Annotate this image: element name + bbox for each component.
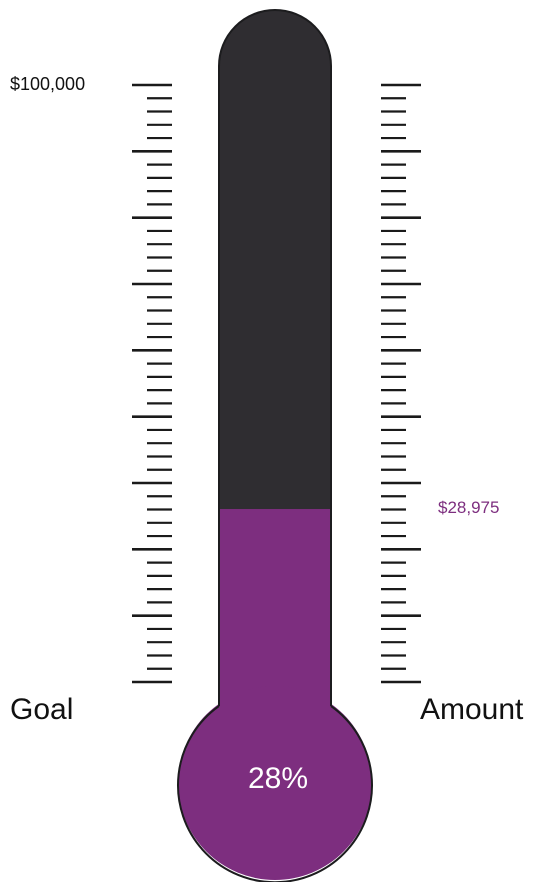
thermometer-bulb xyxy=(178,686,372,880)
goal-label: Goal xyxy=(10,693,74,726)
thermometer-fill xyxy=(219,509,331,706)
percent-label: 28% xyxy=(247,762,309,795)
bulb-outline xyxy=(177,705,373,882)
amount-label: Amount xyxy=(420,693,524,726)
right-scale xyxy=(381,83,421,684)
thermometer-outline xyxy=(218,9,332,706)
left-scale xyxy=(132,83,172,684)
goal-value: $100,000 xyxy=(10,74,86,94)
thermometer-neck xyxy=(219,690,331,720)
current-amount-label: $28,975 xyxy=(438,498,500,517)
